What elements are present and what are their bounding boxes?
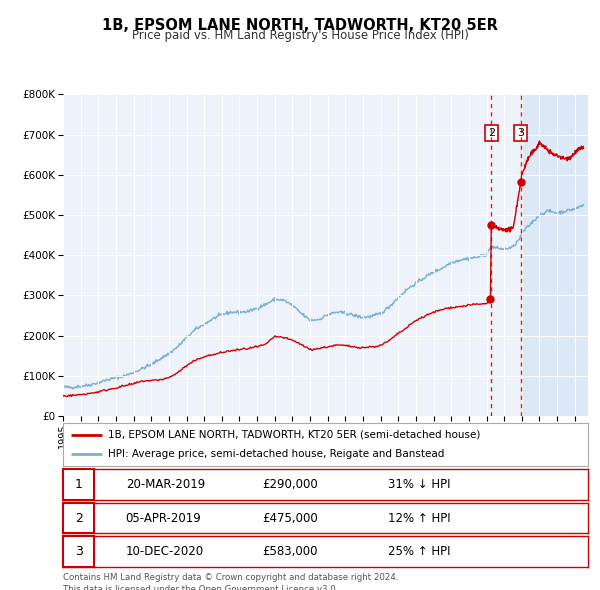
Text: 05-APR-2019: 05-APR-2019 xyxy=(126,512,202,525)
Text: 10-DEC-2020: 10-DEC-2020 xyxy=(126,545,204,558)
Text: 31% ↓ HPI: 31% ↓ HPI xyxy=(389,478,451,491)
Text: 1B, EPSOM LANE NORTH, TADWORTH, KT20 5ER (semi-detached house): 1B, EPSOM LANE NORTH, TADWORTH, KT20 5ER… xyxy=(107,430,480,440)
Text: 25% ↑ HPI: 25% ↑ HPI xyxy=(389,545,451,558)
Text: 3: 3 xyxy=(74,545,83,558)
Text: 3: 3 xyxy=(517,128,524,138)
Text: Price paid vs. HM Land Registry's House Price Index (HPI): Price paid vs. HM Land Registry's House … xyxy=(131,30,469,42)
Text: £475,000: £475,000 xyxy=(263,512,318,525)
Text: Contains HM Land Registry data © Crown copyright and database right 2024.
This d: Contains HM Land Registry data © Crown c… xyxy=(63,573,398,590)
Text: £290,000: £290,000 xyxy=(263,478,318,491)
Text: HPI: Average price, semi-detached house, Reigate and Banstead: HPI: Average price, semi-detached house,… xyxy=(107,450,444,460)
Text: 1B, EPSOM LANE NORTH, TADWORTH, KT20 5ER: 1B, EPSOM LANE NORTH, TADWORTH, KT20 5ER xyxy=(102,18,498,32)
Bar xyxy=(521,94,588,416)
Text: 1: 1 xyxy=(74,478,83,491)
Text: £583,000: £583,000 xyxy=(263,545,318,558)
Text: 2: 2 xyxy=(74,512,83,525)
Text: 20-MAR-2019: 20-MAR-2019 xyxy=(126,478,205,491)
Text: 2: 2 xyxy=(488,128,495,138)
Text: 12% ↑ HPI: 12% ↑ HPI xyxy=(389,512,451,525)
